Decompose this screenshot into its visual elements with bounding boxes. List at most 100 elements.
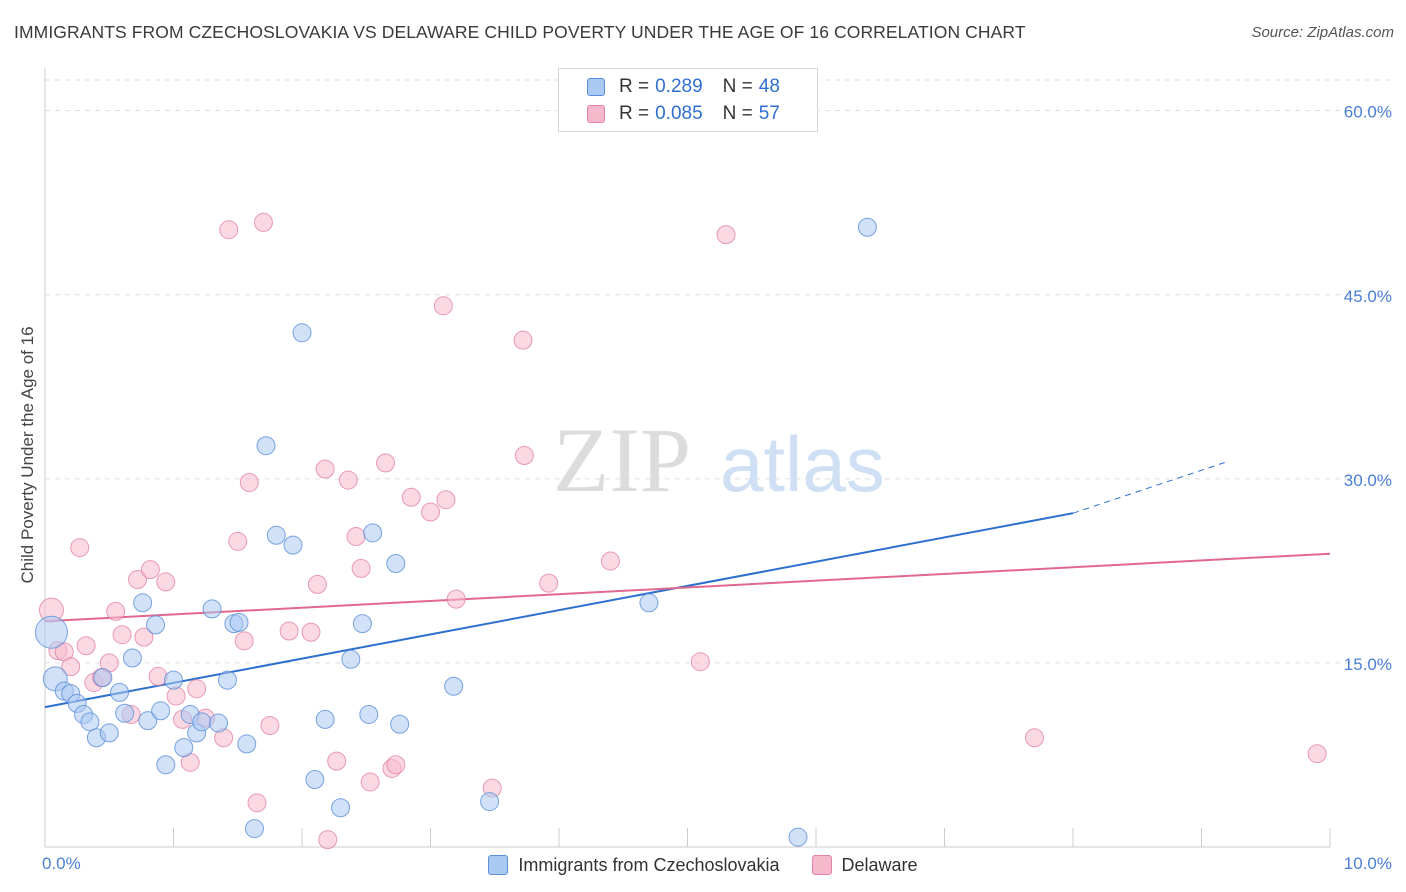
delaware-point	[446, 589, 466, 609]
delaware-point	[219, 220, 239, 240]
source-credit: Source: ZipAtlas.com	[1251, 24, 1394, 41]
czechoslovakia-point	[244, 819, 264, 839]
delaware-point	[376, 453, 396, 473]
delaware-point	[1024, 728, 1044, 748]
delaware-point	[338, 470, 358, 490]
delaware-point	[433, 296, 453, 316]
czechoslovakia-point	[305, 770, 325, 790]
delaware-point	[600, 551, 620, 571]
czechoslovakia-point	[237, 734, 257, 754]
czechoslovakia-point	[359, 704, 379, 724]
blue-swatch-icon	[587, 78, 605, 96]
czechoslovakia-point	[110, 682, 130, 702]
legend-label: Immigrants from Czechoslovakia	[518, 854, 780, 875]
delaware-point	[128, 569, 148, 589]
czechoslovakia-point	[788, 827, 808, 847]
delaware-point	[421, 502, 440, 522]
delaware-point	[166, 686, 186, 706]
czechoslovakia-point	[352, 614, 372, 634]
czechoslovakia-point	[229, 612, 249, 632]
watermark-zip: ZIP	[553, 409, 691, 511]
delaware-point	[315, 459, 335, 479]
czechoslovakia-point	[266, 525, 286, 545]
czechoslovakia-point	[122, 648, 142, 668]
czechoslovakia-point	[857, 217, 877, 237]
y-tick-label: 30.0%	[1344, 471, 1392, 490]
delaware-point	[247, 793, 267, 813]
delaware-point	[253, 212, 273, 232]
czechoslovakia-point	[115, 703, 135, 723]
n-label: N =	[722, 103, 753, 124]
czechoslovakia-point	[292, 323, 312, 343]
czechoslovakia-point	[341, 649, 361, 669]
legend-row-czechoslovakia: R = 0.289 N = 48	[559, 74, 780, 100]
delaware-point	[436, 490, 456, 510]
delaware-point	[140, 560, 160, 580]
delaware-point	[346, 527, 366, 547]
delaware-point	[228, 531, 248, 551]
delaware-point	[234, 631, 254, 651]
czechoslovakia-point	[331, 798, 351, 818]
czechoslovakia-point	[444, 676, 464, 696]
gridlines	[45, 79, 1392, 664]
delaware-point	[318, 830, 338, 850]
delaware-point	[360, 772, 380, 792]
delaware-point	[307, 574, 327, 594]
czechoslovakia-point	[363, 523, 383, 543]
delaware-point	[513, 330, 533, 350]
delaware-point	[156, 572, 176, 592]
czechoslovakia-trend-extension	[1072, 461, 1228, 514]
czechoslovakia-point	[151, 701, 171, 721]
legend-item-delaware: Delaware	[811, 854, 918, 876]
czechoslovakia-point	[315, 709, 335, 729]
axes	[44, 68, 1331, 848]
czechoslovakia-point	[80, 712, 100, 732]
legend-item-czechoslovakia: Immigrants from Czechoslovakia	[488, 854, 780, 876]
czechoslovakia-trend-line	[44, 512, 1074, 709]
y-axis-label: Child Poverty Under the Age of 16	[18, 326, 37, 583]
n-value: 48	[758, 76, 780, 97]
delaware-point	[401, 487, 421, 507]
delaware-point	[514, 446, 534, 466]
x-tick-label: 10.0%	[1344, 854, 1392, 873]
r-label: R =	[619, 103, 650, 124]
legend-label: Delaware	[841, 854, 918, 875]
delaware-point	[351, 558, 371, 578]
x-tick-label: 0.0%	[42, 854, 81, 873]
trend-lines	[44, 461, 1331, 709]
czechoslovakia-point	[217, 670, 237, 690]
tick-labels: 15.0% 30.0% 45.0% 60.0% 0.0% 10.0%	[42, 103, 1392, 873]
delaware-point	[76, 636, 96, 656]
czechoslovakia-point	[208, 713, 228, 733]
delaware-point	[106, 601, 126, 621]
delaware-point	[1307, 744, 1327, 764]
czechoslovakia-point	[34, 615, 68, 649]
delaware-point	[386, 755, 406, 775]
czechoslovakia-point	[639, 593, 659, 613]
czechoslovakia-point	[192, 712, 212, 732]
czechoslovakia-point	[164, 670, 183, 690]
delaware-point	[112, 625, 132, 645]
delaware-point	[187, 679, 207, 699]
blue-swatch-icon	[488, 855, 509, 875]
n-label: N =	[722, 76, 753, 97]
czechoslovakia-point	[283, 535, 303, 555]
delaware-point	[260, 716, 280, 736]
series-legend: Immigrants from Czechoslovakia Delaware	[0, 852, 1406, 878]
czechoslovakia-point	[146, 615, 166, 635]
legend-row-delaware: R = 0.085 N = 57	[559, 101, 780, 127]
czechoslovakia-point	[93, 668, 113, 688]
delaware-point	[239, 473, 259, 493]
delaware-point	[327, 751, 347, 771]
delaware-point	[539, 573, 559, 593]
czechoslovakia-point	[390, 714, 410, 734]
czechoslovakia-point	[386, 554, 406, 574]
watermark-atlas: atlas	[720, 420, 885, 508]
delaware-trend-line	[44, 552, 1331, 623]
czechoslovakia-point	[174, 738, 194, 758]
czechoslovakia-point	[133, 593, 153, 613]
delaware-point	[716, 225, 736, 245]
chart-title: IMMIGRANTS FROM CZECHOSLOVAKIA VS DELAWA…	[14, 22, 1026, 42]
n-value: 57	[758, 103, 780, 124]
